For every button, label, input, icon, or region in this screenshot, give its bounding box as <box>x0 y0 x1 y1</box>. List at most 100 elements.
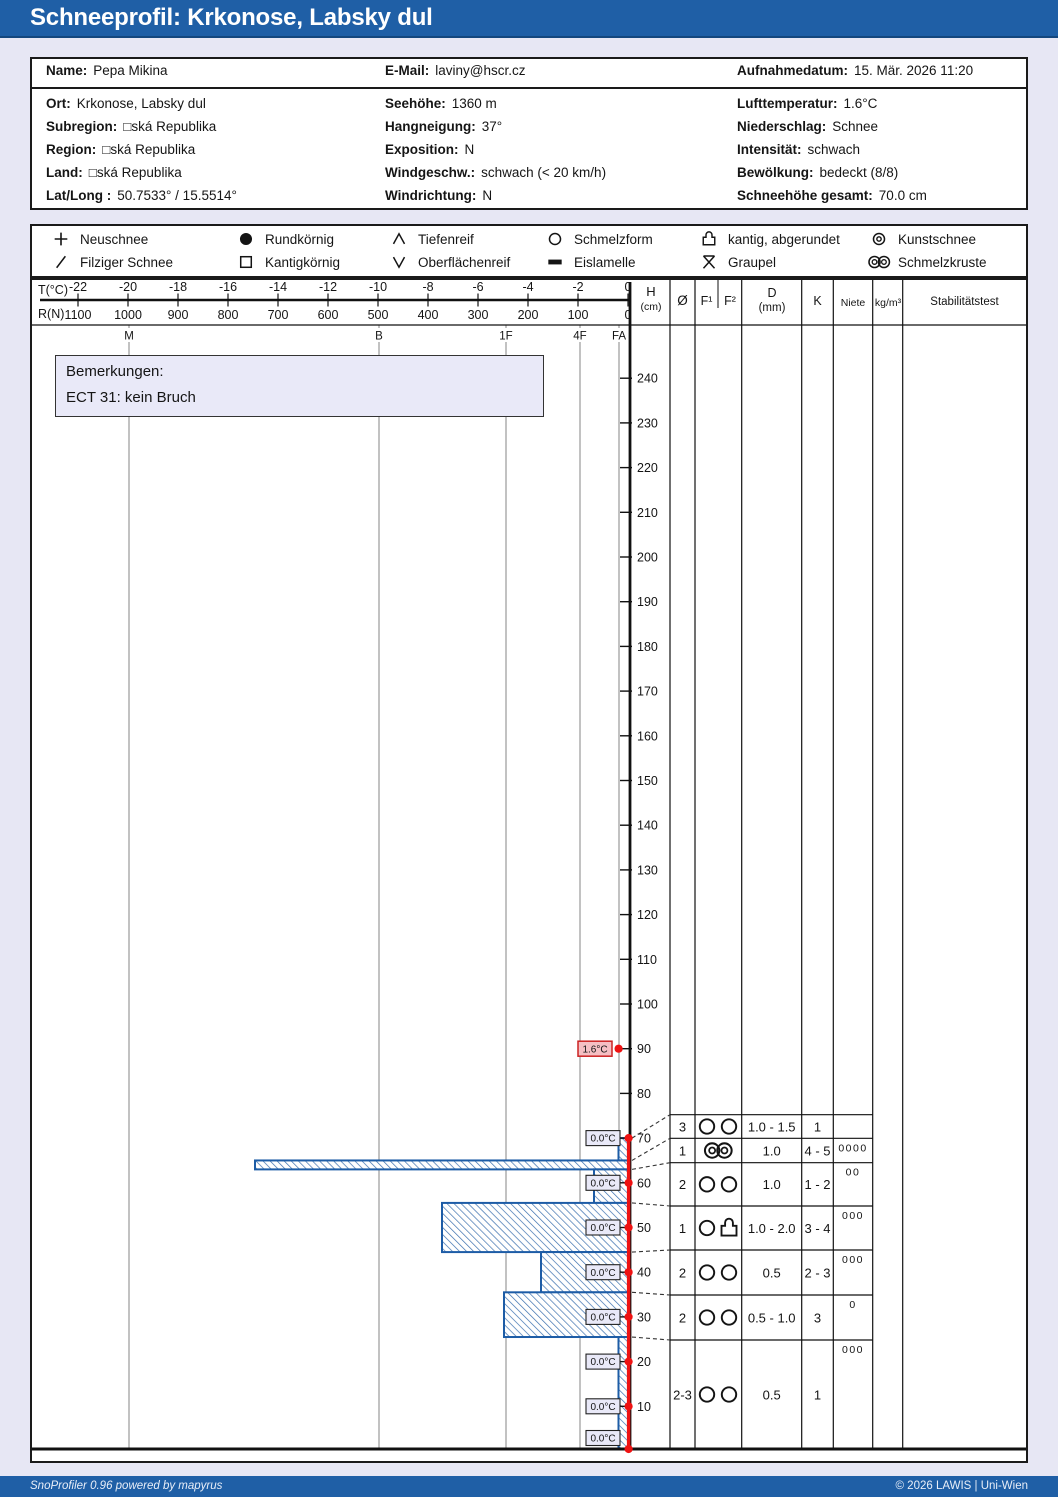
svg-text:1: 1 <box>679 1143 686 1158</box>
svg-text:10: 10 <box>637 1400 651 1414</box>
legend-item-label: Rundkörnig <box>265 231 335 247</box>
h-axis-unit: (cm) <box>640 301 662 313</box>
svg-text:180: 180 <box>637 640 658 654</box>
temperature-point <box>624 1223 633 1232</box>
svg-text:3 - 4: 3 - 4 <box>804 1221 830 1236</box>
legend-item-label: Schmelzkruste <box>898 254 987 270</box>
info-field: Windrichtung: N <box>385 185 606 208</box>
info-email: E-Mail: laviny@hscr.cz <box>385 63 526 78</box>
legend-item-label: Filziger Schnee <box>80 254 174 270</box>
melt-forms-icon <box>720 1264 738 1281</box>
svg-text:3: 3 <box>679 1119 686 1134</box>
legend-item-label: Oberflächenreif <box>418 254 511 270</box>
info-field-value: □ská Republika <box>102 141 196 157</box>
info-field-value: 1.6°C <box>843 96 878 111</box>
svg-text:1000: 1000 <box>114 308 142 322</box>
machine-snow-icon <box>872 232 886 246</box>
svg-text:130: 130 <box>637 863 658 877</box>
info-field-label: Bewölkung: <box>737 164 814 180</box>
info-field: Seehöhe: 1360 m <box>385 93 606 116</box>
svg-text:40: 40 <box>637 1266 651 1280</box>
svg-text:4F: 4F <box>573 331 586 343</box>
legend-item-label: Neuschnee <box>80 231 149 247</box>
col-header-density: kg/m³ <box>874 297 902 309</box>
svg-text:0.0°C: 0.0°C <box>590 1402 615 1413</box>
info-field-value: □ská Republika <box>88 164 182 180</box>
info-field-value: N <box>464 141 475 157</box>
svg-text:M: M <box>124 331 134 343</box>
melt-forms-icon <box>548 232 562 246</box>
air-temperature-point <box>614 1044 623 1053</box>
svg-text:0.0°C: 0.0°C <box>590 1223 615 1234</box>
legend-item-label: Graupel <box>728 254 777 270</box>
melt-forms-icon <box>698 1264 716 1281</box>
info-field: Land: □ská Republika <box>46 162 237 185</box>
legend-item-depth-hoar: Tiefenreif <box>387 229 474 249</box>
svg-text:000: 000 <box>842 1254 864 1266</box>
svg-text:1.6°C: 1.6°C <box>582 1044 607 1055</box>
svg-text:100: 100 <box>568 308 589 322</box>
info-field-value: N <box>482 187 493 203</box>
svg-text:400: 400 <box>418 308 439 322</box>
svg-text:-6: -6 <box>472 280 483 294</box>
col-header-f2: F² <box>724 294 736 308</box>
info-field-label: Seehöhe: <box>385 96 446 111</box>
svg-text:1: 1 <box>679 1221 686 1236</box>
snow-temp-label <box>585 1130 621 1147</box>
info-field: Lufttemperatur: 1.6°C <box>737 93 927 116</box>
svg-text:2 - 3: 2 - 3 <box>804 1265 830 1280</box>
info-name: Name: Pepa Mikina <box>46 63 168 78</box>
svg-text:2: 2 <box>679 1177 686 1192</box>
melt-forms-icon <box>720 1176 738 1193</box>
melt-forms-icon <box>698 1118 716 1135</box>
info-field-value: Krkonose, Labsky dul <box>76 96 206 111</box>
remarks-box: Bemerkungen: ECT 31: kein Bruch <box>55 355 544 417</box>
svg-text:500: 500 <box>368 308 389 322</box>
svg-text:230: 230 <box>637 416 658 430</box>
info-field-label: Schneehöhe gesamt: <box>737 187 873 203</box>
svg-text:30: 30 <box>637 1310 651 1324</box>
info-name-label: Name: <box>46 63 88 78</box>
info-field-value: 70.0 cm <box>878 187 927 203</box>
svg-text:-12: -12 <box>319 280 337 294</box>
svg-text:1F: 1F <box>499 331 512 343</box>
svg-text:200: 200 <box>518 308 539 322</box>
info-field: Windgeschw.: schwach (< 20 km/h) <box>385 162 606 185</box>
melt-forms-icon <box>720 1386 738 1403</box>
facet-rounded-icon <box>702 231 716 246</box>
legend-item-graupel: Graupel <box>697 252 776 272</box>
page-title: Schneeprofil: Krkonose, Labsky dul <box>30 4 433 31</box>
melt-forms-icon <box>698 1176 716 1193</box>
facet-rounded-icon <box>720 1217 738 1237</box>
info-email-label: E-Mail: <box>385 63 430 78</box>
svg-text:1.0 - 1.5: 1.0 - 1.5 <box>748 1119 796 1134</box>
felted-snow-icon <box>56 255 66 269</box>
info-field-label: Windrichtung: <box>385 187 477 203</box>
air-temp-label <box>577 1040 613 1057</box>
info-field-value: Schnee <box>832 118 879 134</box>
svg-text:0.0°C: 0.0°C <box>590 1268 615 1279</box>
svg-text:70: 70 <box>637 1132 651 1146</box>
info-field-label: Region: <box>46 141 97 157</box>
info-field: Schneehöhe gesamt: 70.0 cm <box>737 185 927 208</box>
svg-text:2: 2 <box>679 1265 686 1280</box>
svg-text:000: 000 <box>842 1210 864 1222</box>
info-field-label: Land: <box>46 164 83 180</box>
svg-text:-2: -2 <box>572 280 583 294</box>
svg-text:-22: -22 <box>69 280 87 294</box>
svg-text:20: 20 <box>637 1355 651 1369</box>
t-axis-label: T(°C) <box>38 283 68 297</box>
svg-text:0.5 - 1.0: 0.5 - 1.0 <box>748 1310 796 1325</box>
info-field: Ort: Krkonose, Labsky dul <box>46 93 237 116</box>
info-date-value: 15. Mär. 2026 11:20 <box>854 63 974 78</box>
svg-text:0.0°C: 0.0°C <box>590 1357 615 1368</box>
svg-text:100: 100 <box>637 998 658 1012</box>
info-field-label: Exposition: <box>385 141 459 157</box>
svg-text:-8: -8 <box>422 280 433 294</box>
svg-text:150: 150 <box>637 774 658 788</box>
info-field-label: Intensität: <box>737 141 802 157</box>
legend-item-machine-snow: Kunstschnee <box>867 229 976 249</box>
svg-text:1 - 2: 1 - 2 <box>804 1177 830 1192</box>
snow-temp-label <box>585 1174 621 1191</box>
svg-text:0.5: 0.5 <box>763 1387 781 1402</box>
